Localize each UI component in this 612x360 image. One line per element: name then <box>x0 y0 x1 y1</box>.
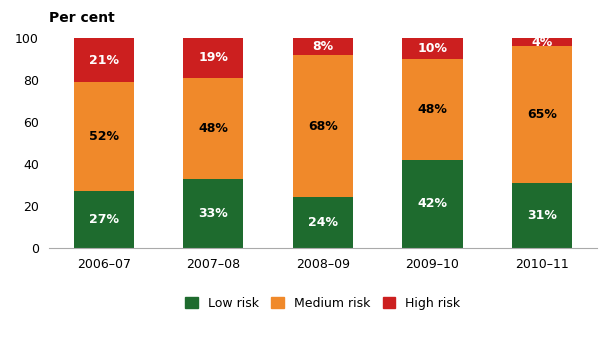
Bar <box>73 38 134 82</box>
Bar <box>402 59 463 160</box>
Text: 33%: 33% <box>198 207 228 220</box>
Bar <box>402 38 463 59</box>
Bar <box>73 191 134 248</box>
Bar <box>512 46 572 183</box>
Text: 48%: 48% <box>417 103 447 116</box>
Bar <box>293 38 353 55</box>
Text: 4%: 4% <box>531 36 553 49</box>
Text: 21%: 21% <box>89 54 119 67</box>
Bar <box>183 179 244 248</box>
Text: 19%: 19% <box>198 51 228 64</box>
Text: 24%: 24% <box>308 216 338 229</box>
Text: 42%: 42% <box>417 197 447 210</box>
Text: Per cent: Per cent <box>49 11 114 25</box>
Bar <box>73 82 134 191</box>
Bar <box>402 160 463 248</box>
Bar <box>512 183 572 248</box>
Text: 68%: 68% <box>308 120 338 132</box>
Bar <box>293 198 353 248</box>
Bar <box>183 78 244 179</box>
Bar <box>293 55 353 198</box>
Text: 52%: 52% <box>89 130 119 143</box>
Text: 8%: 8% <box>312 40 334 53</box>
Text: 10%: 10% <box>417 42 447 55</box>
Bar <box>183 38 244 78</box>
Text: 65%: 65% <box>527 108 557 121</box>
Legend: Low risk, Medium risk, High risk: Low risk, Medium risk, High risk <box>181 292 465 315</box>
Text: 48%: 48% <box>198 122 228 135</box>
Bar <box>512 38 572 46</box>
Text: 27%: 27% <box>89 213 119 226</box>
Text: 31%: 31% <box>527 209 557 222</box>
